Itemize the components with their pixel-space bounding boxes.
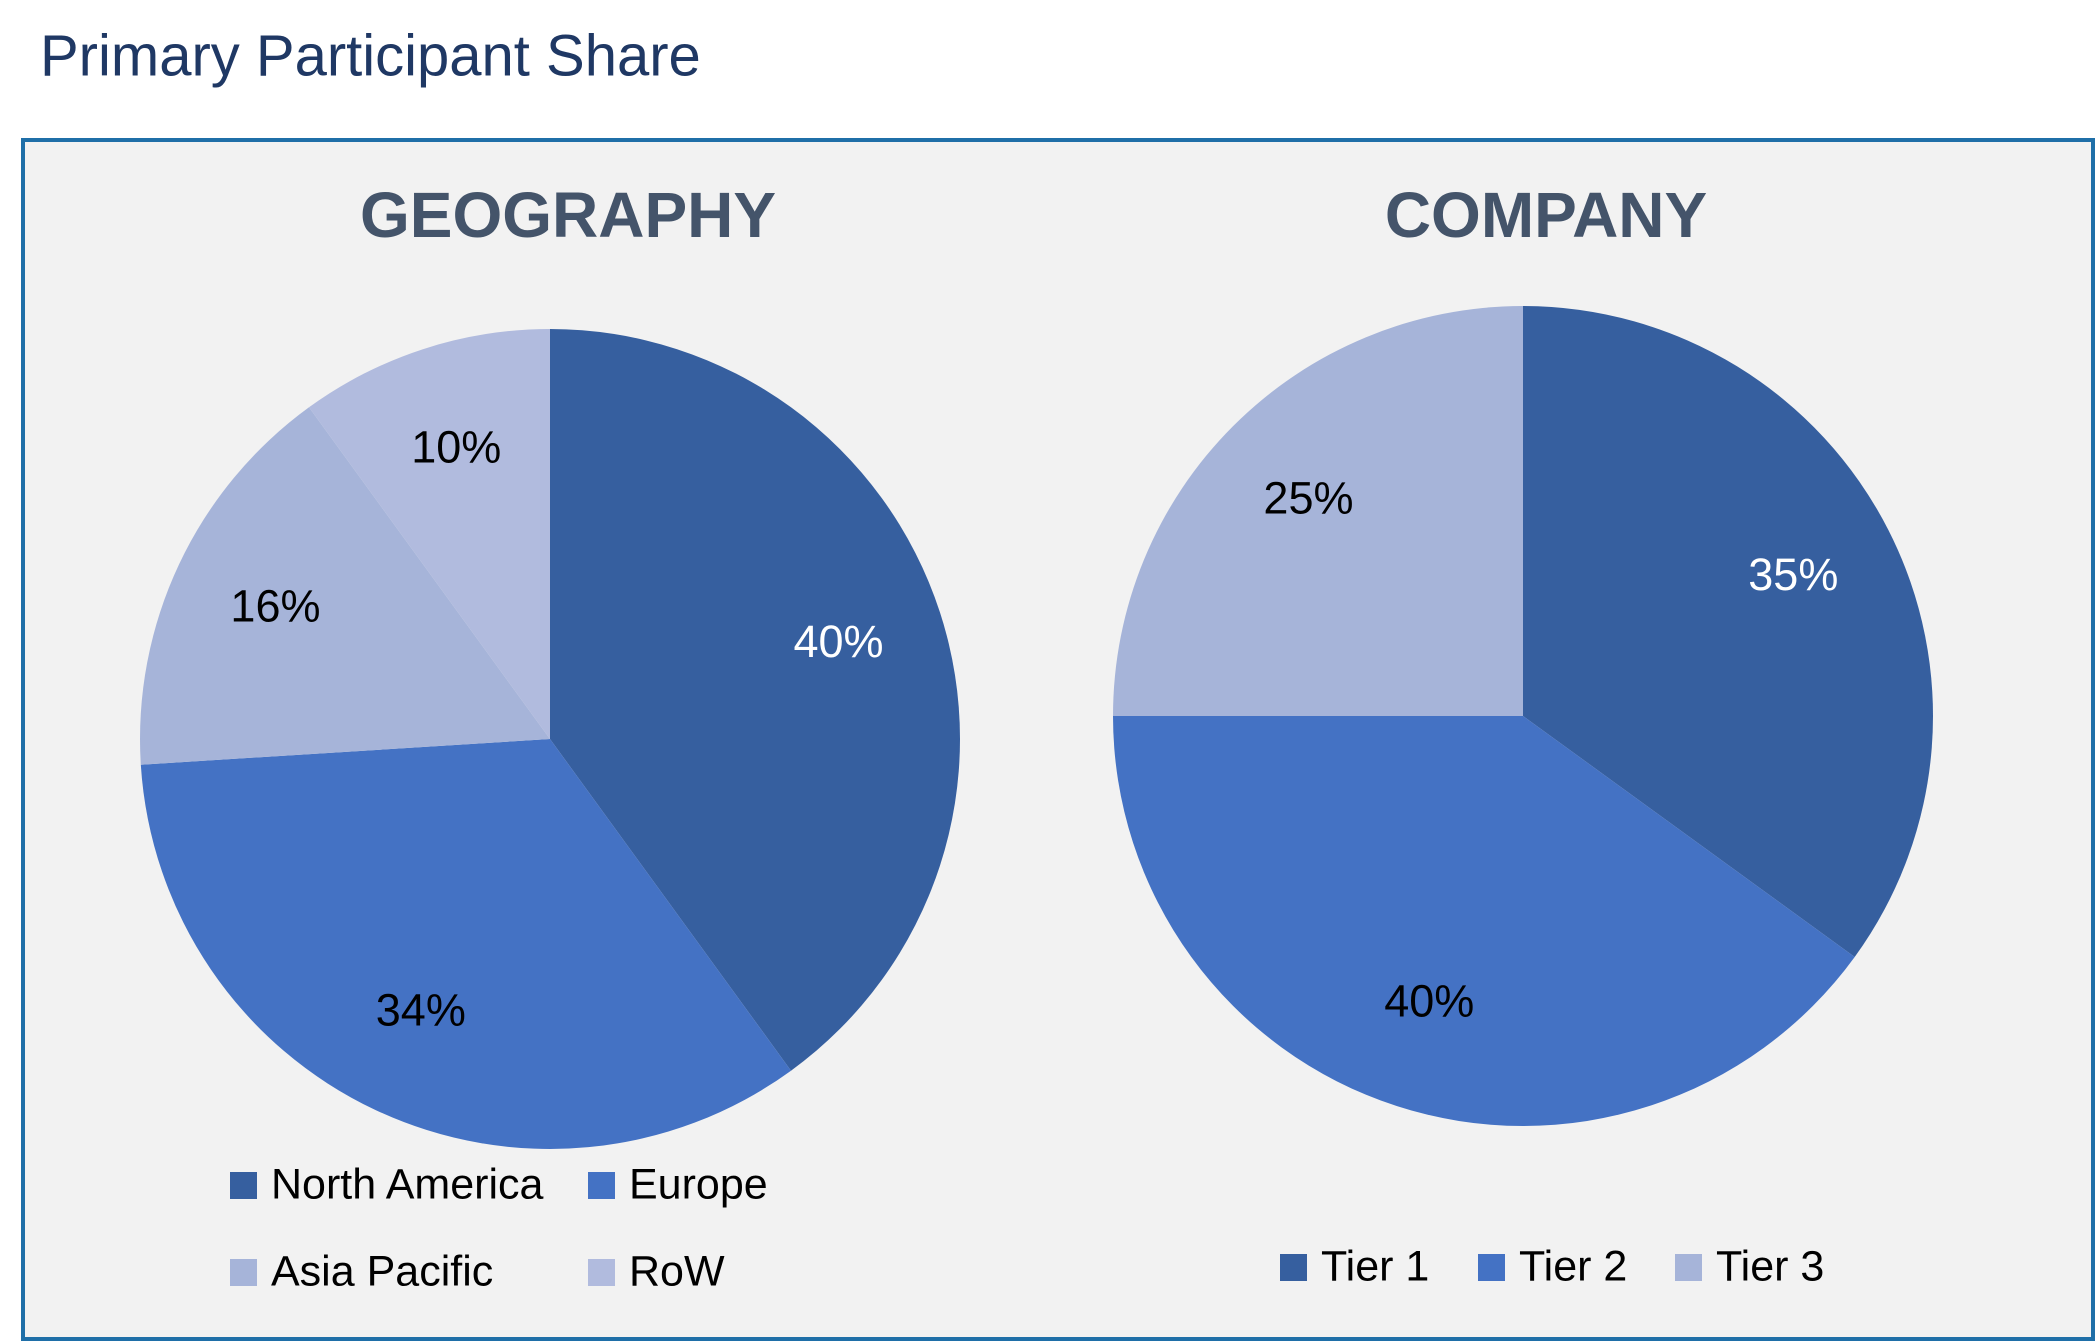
- legend-label: North America: [271, 1160, 544, 1208]
- legend-label: Europe: [629, 1160, 768, 1208]
- legend-swatch: [1280, 1254, 1307, 1281]
- legend-label: RoW: [629, 1247, 725, 1295]
- data-label: 34%: [376, 984, 466, 1035]
- pie-slice: [140, 407, 550, 765]
- legend-label: Asia Pacific: [271, 1247, 493, 1295]
- data-label: 16%: [230, 581, 320, 632]
- pie-slice: [1113, 306, 1523, 716]
- legend-label: Tier 3: [1716, 1242, 1824, 1290]
- legend-swatch: [1675, 1254, 1702, 1281]
- pie-slice: [1113, 716, 1855, 1126]
- legend-label: Tier 2: [1519, 1242, 1627, 1290]
- pie-slice: [140, 739, 791, 1149]
- pie-slice: [1523, 306, 1933, 957]
- data-label: 35%: [1748, 549, 1838, 600]
- legend-swatch: [230, 1259, 257, 1286]
- legend-swatch: [1478, 1254, 1505, 1281]
- data-label: 10%: [411, 421, 501, 472]
- data-label: 40%: [1384, 975, 1474, 1026]
- data-label: 25%: [1263, 472, 1353, 523]
- legend-swatch: [588, 1172, 615, 1199]
- legend-label: Tier 1: [1321, 1242, 1429, 1290]
- chart-title: GEOGRAPHY: [360, 179, 776, 251]
- pie-slice: [550, 329, 961, 1071]
- page-title: Primary Participant Share: [40, 23, 701, 88]
- data-label: 40%: [794, 616, 884, 667]
- legend-swatch: [230, 1172, 257, 1199]
- pie-slice: [309, 329, 550, 739]
- chart-title: COMPANY: [1385, 179, 1707, 251]
- legend-swatch: [588, 1259, 615, 1286]
